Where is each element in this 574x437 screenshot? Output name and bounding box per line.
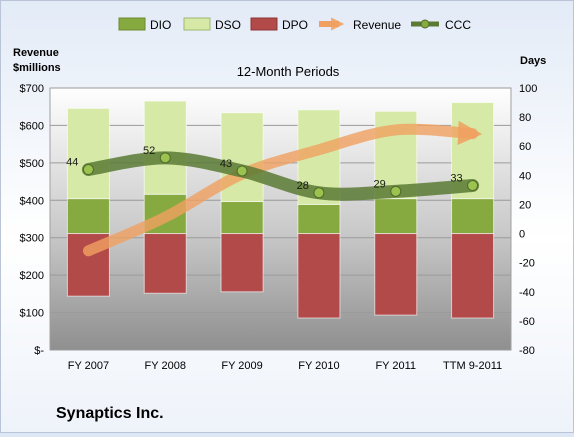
ccc-label: 29	[374, 178, 386, 190]
bar-dio	[451, 198, 495, 235]
ccc-label: 44	[66, 157, 78, 169]
bar-dio	[220, 201, 264, 235]
left-tick-label: $500	[20, 158, 44, 170]
right-tick-label: -60	[519, 316, 535, 328]
bar-dio	[374, 198, 418, 235]
bar-dso	[143, 100, 187, 195]
left-tick-label: $700	[20, 83, 44, 95]
left-tick-label: $600	[20, 120, 44, 132]
left-tick-label: $300	[20, 233, 44, 245]
legend-swatch-dpo	[250, 17, 278, 31]
bar-dio	[297, 203, 341, 235]
left-axis-label-line2: $millions	[13, 62, 61, 74]
legend-label-dso: DSO	[215, 18, 241, 32]
ccc-point	[390, 185, 402, 197]
ccc-point	[236, 165, 248, 177]
category-label: FY 2008	[145, 360, 186, 372]
revenue-layer	[82, 120, 483, 257]
ccc-label: 28	[297, 180, 309, 192]
company-name: Synaptics Inc.	[56, 405, 164, 422]
legend-label-ccc: CCC	[445, 18, 471, 32]
ccc-label: 33	[450, 173, 462, 185]
bar-dpo	[374, 233, 418, 316]
legend-swatch-ccc-dot	[420, 19, 430, 29]
legend: DIO DSO DPO Revenue CCC	[118, 17, 471, 32]
bar-dso	[66, 107, 110, 200]
legend-swatch-dso	[183, 17, 211, 31]
category-label: FY 2011	[375, 360, 416, 372]
ccc-line	[81, 151, 480, 201]
ccc-point	[313, 187, 325, 199]
ccc-label: 43	[220, 158, 232, 170]
left-tick-label: $-	[34, 345, 44, 357]
category-label: FY 2007	[68, 360, 109, 372]
ccc-point	[467, 180, 479, 192]
right-axis-label: Days	[520, 55, 546, 67]
bar-dpo	[451, 233, 495, 319]
bar-dpo	[143, 233, 187, 294]
category-label: FY 2010	[298, 360, 339, 372]
chart-title: 12-Month Periods	[237, 64, 340, 79]
right-tick-label: -40	[519, 287, 535, 299]
ccc-point	[82, 164, 94, 176]
right-tick-label: -80	[519, 345, 535, 357]
bars	[66, 100, 495, 319]
legend-label-dpo: DPO	[282, 18, 308, 32]
category-label: FY 2009	[221, 360, 262, 372]
right-tick-label: -20	[519, 258, 535, 270]
right-tick-label: 20	[519, 199, 531, 211]
bar-dpo	[297, 233, 341, 319]
left-tick-label: $200	[20, 270, 44, 282]
bar-dpo	[220, 233, 264, 293]
left-tick-label: $400	[20, 195, 44, 207]
revenue-line	[82, 120, 483, 257]
right-tick-label: 60	[519, 141, 531, 153]
bar-dio	[66, 198, 110, 235]
ccc-point	[159, 152, 171, 164]
category-label: TTM 9-2011	[443, 360, 502, 372]
axes: $- $100 $200 $300 $400 $500 $600 $700 -80 -60 -40 -…	[20, 83, 538, 372]
left-tick-label: $100	[20, 308, 44, 320]
ccc-layer: 44 52 43 28 29 33	[66, 145, 480, 201]
right-tick-label: 0	[519, 229, 525, 241]
legend-swatch-dio	[118, 17, 146, 31]
right-tick-label: 100	[519, 83, 537, 95]
left-axis-label-line1: Revenue	[13, 47, 59, 59]
ccc-label: 52	[143, 145, 155, 157]
right-tick-label: 40	[519, 170, 531, 182]
legend-label-revenue: Revenue	[353, 18, 401, 32]
right-tick-label: 80	[519, 112, 531, 124]
legend-label-dio: DIO	[150, 18, 171, 32]
